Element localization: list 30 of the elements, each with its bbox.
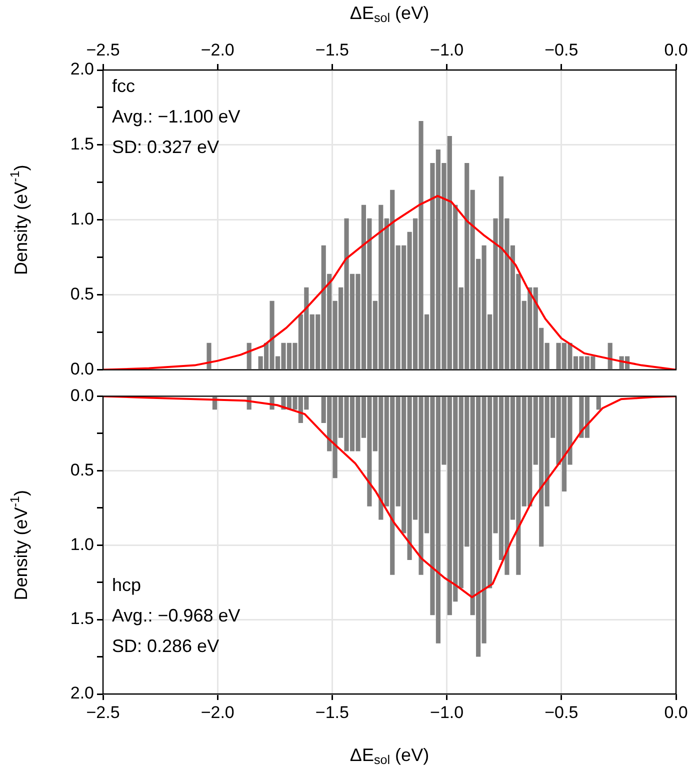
annotation: Avg.: −1.100 eV xyxy=(112,106,240,126)
annotation: SD: 0.286 eV xyxy=(112,636,220,656)
y-tick-label: 0.0 xyxy=(70,386,94,405)
y-tick-label: 0.0 xyxy=(70,359,94,378)
x-tick-label: 0.0 xyxy=(664,40,688,60)
annotation: hcp xyxy=(112,574,142,595)
x-tick-label: −0.5 xyxy=(544,40,578,60)
y-tick-label: 1.0 xyxy=(70,534,94,554)
y-axis-title: Density (eV-1) xyxy=(8,164,31,276)
annotation: Avg.: −0.968 eV xyxy=(112,605,240,626)
x-tick-label: −2.5 xyxy=(86,40,120,60)
y-tick-label: 2.0 xyxy=(70,60,94,79)
x-tick-label: −1.0 xyxy=(430,702,464,722)
x-tick-label: −1.0 xyxy=(430,40,464,60)
y-axis-title: Density (eV-1) xyxy=(8,490,31,600)
y-tick-label: 2.0 xyxy=(70,684,94,703)
y-tick-label: 1.5 xyxy=(70,609,94,628)
y-tick-label: 1.5 xyxy=(70,134,94,154)
x-tick-label: −0.5 xyxy=(544,702,578,722)
annotation: SD: 0.327 eV xyxy=(112,136,220,157)
x-tick-label: 0.0 xyxy=(664,702,688,722)
y-tick-label: 1.0 xyxy=(70,210,94,229)
annotation: fcc xyxy=(112,76,136,96)
x-tick-label: −1.5 xyxy=(315,40,349,60)
y-tick-label: 0.5 xyxy=(70,460,94,480)
x-tick-label: −2.5 xyxy=(86,702,120,722)
x-tick-label: −2.0 xyxy=(200,702,234,722)
x-tick-label: −2.0 xyxy=(200,40,234,60)
y-tick-label: 0.5 xyxy=(70,284,94,304)
x-tick-label: −1.5 xyxy=(315,702,349,722)
